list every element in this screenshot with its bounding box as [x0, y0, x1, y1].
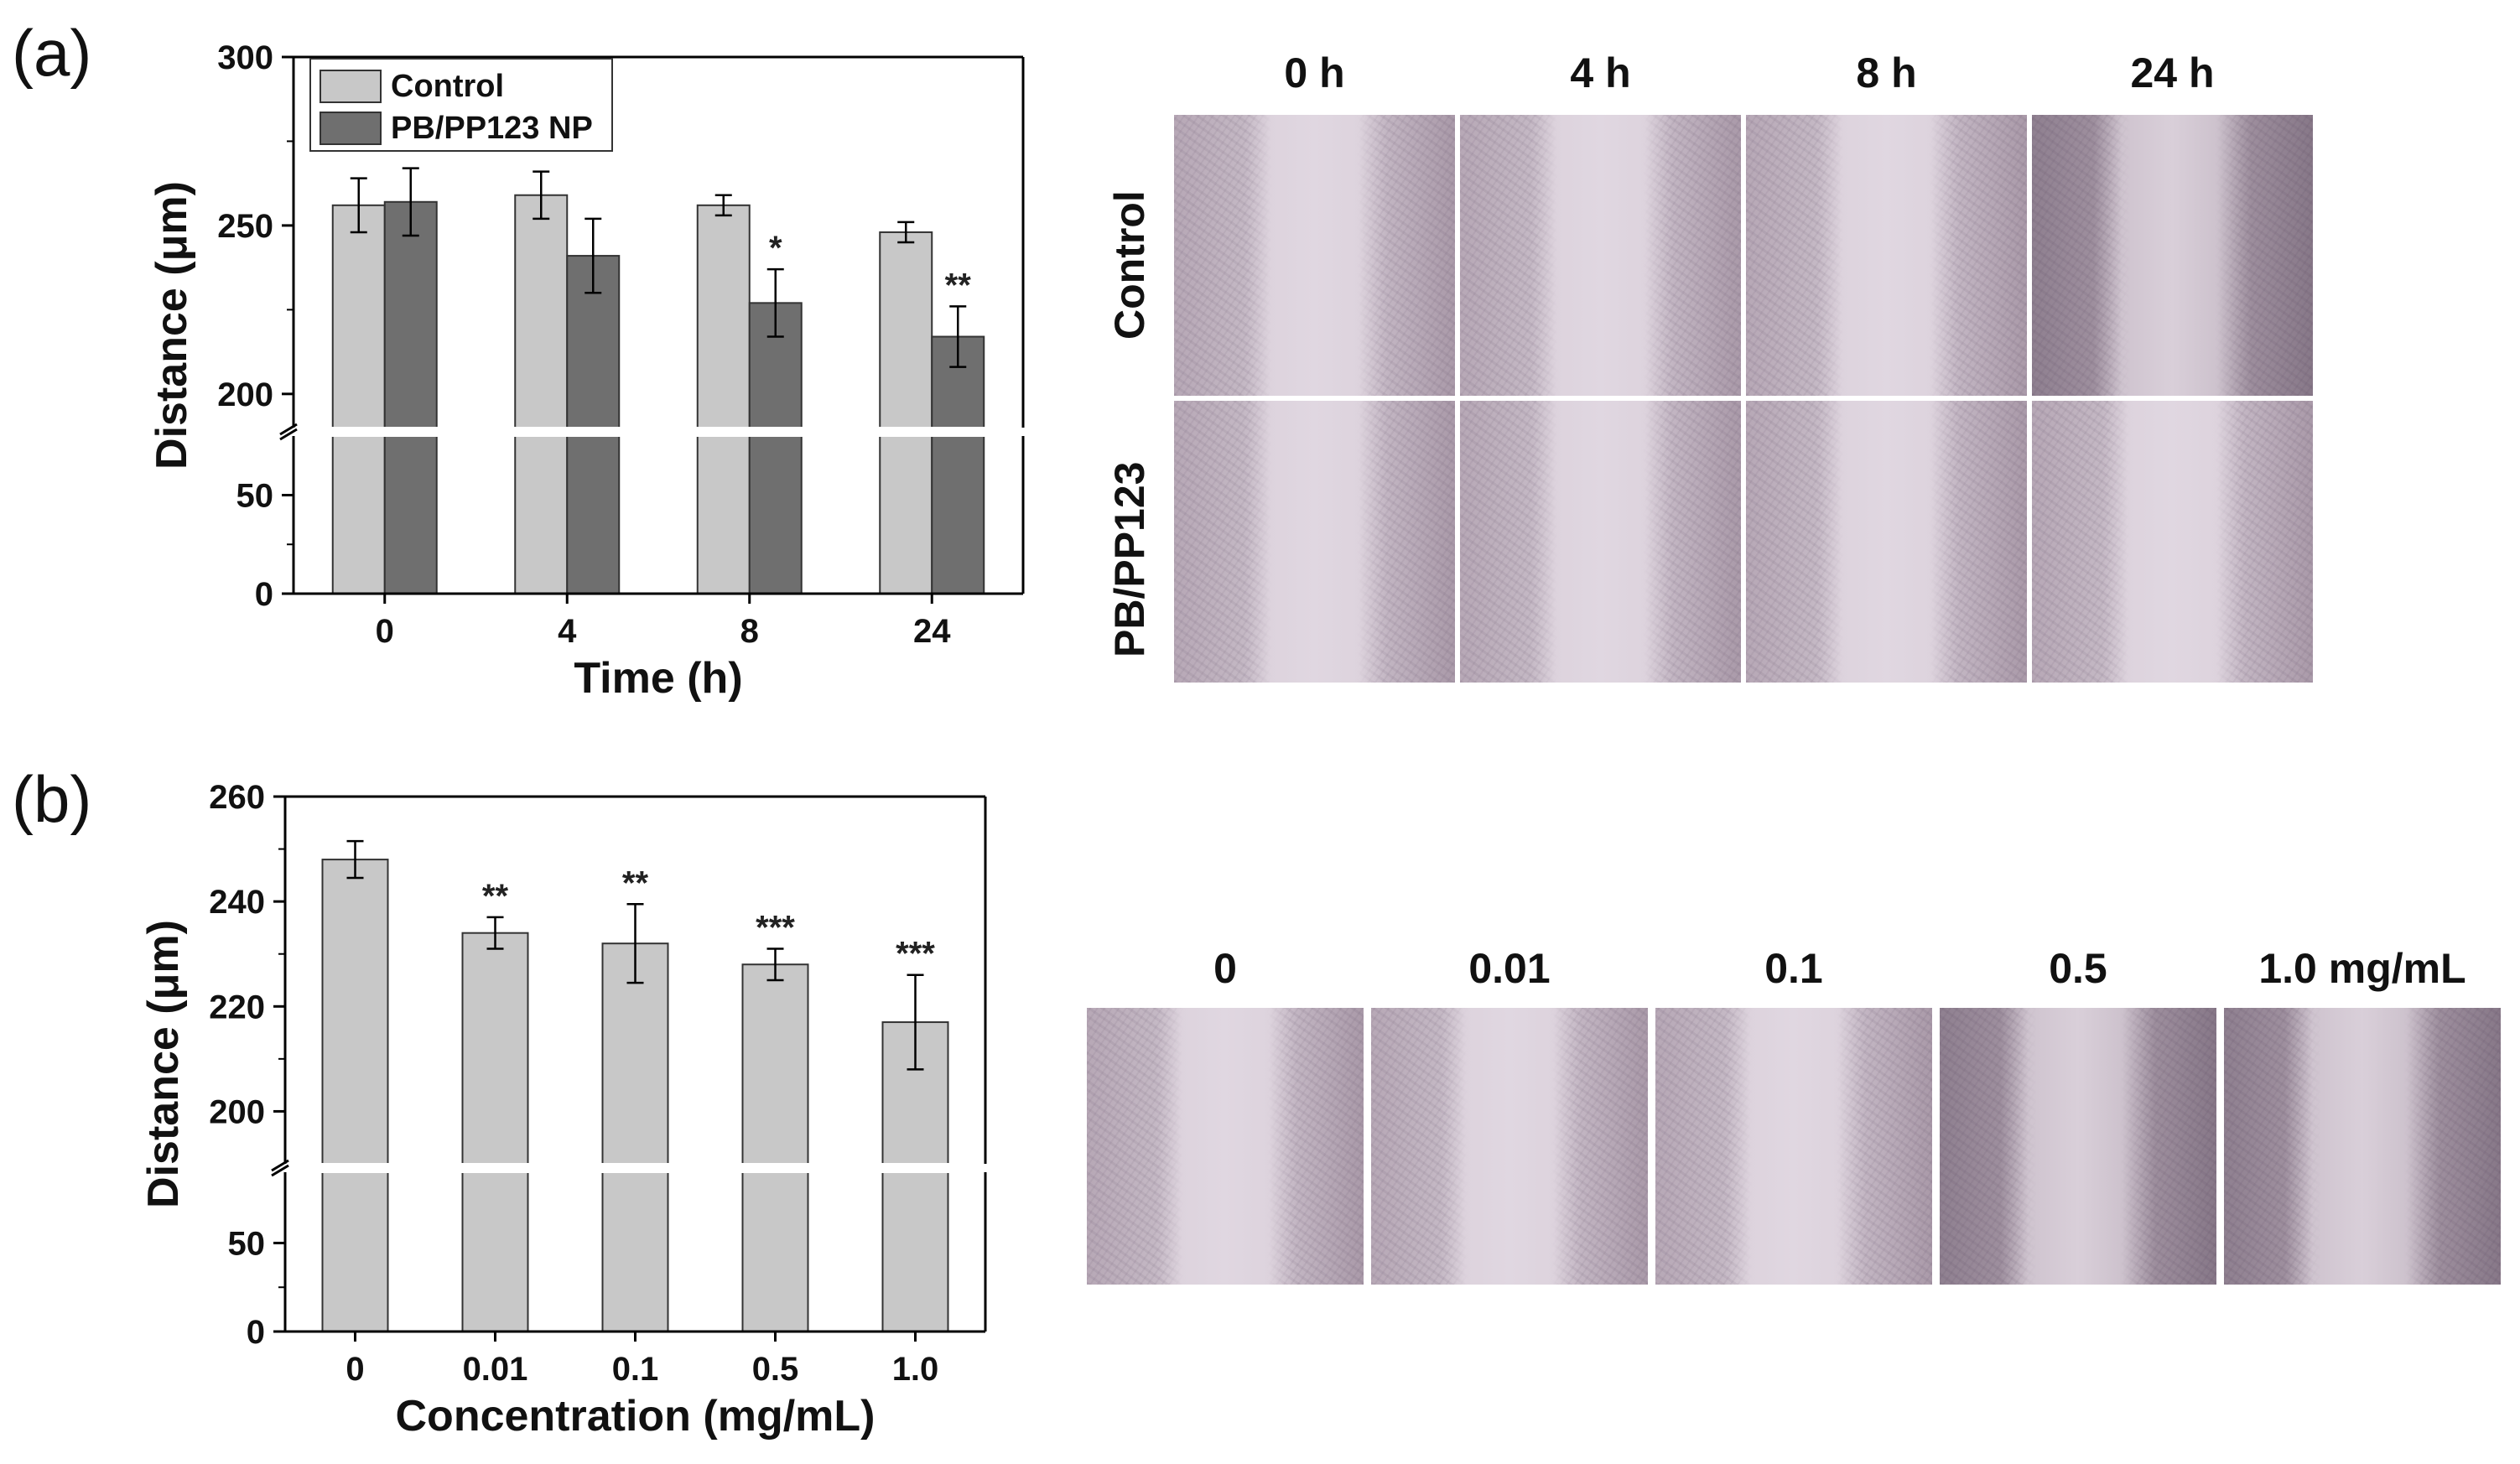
bar-b-s0-0 — [321, 859, 389, 1332]
x-tick-label: 24 — [913, 613, 951, 650]
axis-break-mark-lower — [271, 1164, 289, 1177]
axis-break-band — [288, 1163, 985, 1173]
micrograph-control-4h — [1460, 115, 1741, 396]
bar-a-s1-8 — [748, 302, 803, 594]
significance-label: *** — [756, 909, 795, 946]
micrograph-conc-1-0 — [2224, 1008, 2501, 1285]
legend-swatch-1 — [320, 112, 382, 145]
micrograph-conc-0-5 — [1940, 1008, 2216, 1285]
micrograph-pbpp123-24h — [2032, 401, 2313, 683]
y-tick-label: 50 — [228, 1225, 266, 1262]
column-header-conc-0-1: 0.1 — [1764, 945, 1823, 992]
y-tick-label: 260 — [209, 779, 265, 816]
y-axis-title: Distance (μm) — [148, 181, 196, 470]
y-tick-label: 50 — [236, 478, 274, 515]
bar-b-s0-0-01 — [461, 932, 529, 1332]
x-tick-label: 8 — [740, 613, 759, 650]
x-tick-label: 0 — [376, 613, 394, 650]
y-tick-label: 200 — [217, 376, 273, 413]
y-tick-label: 0 — [247, 1314, 265, 1351]
legend-label: PB/PP123 NP — [391, 111, 593, 146]
y-tick-label: 240 — [209, 884, 265, 921]
micrograph-pbpp123-0h — [1174, 401, 1455, 683]
column-header-4h: 4 h — [1570, 49, 1631, 96]
bar-b-s0-0-5 — [741, 963, 809, 1332]
significance-label: *** — [896, 936, 935, 973]
significance-label: * — [769, 230, 782, 267]
bar-a-s0-24 — [879, 231, 933, 594]
bar-a-s1-0 — [383, 200, 438, 594]
axis-break-mark-upper — [279, 423, 298, 436]
column-header-conc-1-0: 1.0 mg/mL — [2258, 945, 2466, 992]
column-header-conc-0-5: 0.5 — [2049, 945, 2107, 992]
micrograph-conc-0-1 — [1655, 1008, 1932, 1285]
column-header-conc-0: 0 — [1213, 945, 1237, 992]
micrograph-control-0h — [1174, 115, 1455, 396]
micrograph-pbpp123-4h — [1460, 401, 1741, 683]
x-tick-label: 1.0 — [892, 1351, 939, 1388]
panel-label-a: (a) — [12, 16, 92, 90]
micrograph-control-24h — [2032, 115, 2313, 396]
x-tick-label: 0.01 — [463, 1351, 528, 1388]
micrograph-conc-0-01 — [1371, 1008, 1648, 1285]
y-tick-label: 300 — [217, 39, 273, 76]
y-tick-label: 200 — [209, 1093, 265, 1130]
x-axis-title: Concentration (mg/mL) — [396, 1392, 876, 1441]
legend-swatch-0 — [320, 70, 382, 103]
column-header-0h: 0 h — [1284, 49, 1345, 96]
row-header-pbpp123: PB/PP123 — [1106, 461, 1153, 657]
y-tick-label: 250 — [217, 208, 273, 245]
legend-label: Control — [391, 69, 504, 104]
panel-label-b: (b) — [12, 762, 92, 836]
bar-b-s0-0-1 — [601, 942, 669, 1332]
bar-b-s0-1-0 — [881, 1021, 949, 1332]
significance-label: ** — [945, 267, 972, 304]
x-tick-label: 0 — [346, 1351, 364, 1388]
significance-label: ** — [482, 878, 509, 915]
column-header-conc-0-01: 0.01 — [1468, 945, 1551, 992]
column-header-8h: 8 h — [1856, 49, 1917, 96]
x-axis-title: Time (h) — [574, 654, 742, 703]
y-tick-label: 0 — [255, 576, 273, 613]
axis-break-mark-upper — [271, 1159, 289, 1172]
x-tick-label: 0.1 — [612, 1351, 659, 1388]
micrograph-control-8h — [1746, 115, 2027, 396]
micrograph-pbpp123-8h — [1746, 401, 2027, 683]
axis-break-band — [296, 427, 1023, 437]
column-header-24h: 24 h — [2130, 49, 2215, 96]
row-header-control: Control — [1106, 190, 1153, 340]
bar-a-s1-24 — [931, 335, 985, 594]
x-tick-label: 0.5 — [752, 1351, 799, 1388]
micrograph-conc-0 — [1087, 1008, 1364, 1285]
axis-break-mark-lower — [279, 428, 298, 441]
x-tick-label: 4 — [558, 613, 577, 650]
y-axis-title: Distance (μm) — [139, 920, 188, 1208]
y-tick-label: 220 — [209, 989, 265, 1025]
significance-label: ** — [622, 864, 649, 901]
